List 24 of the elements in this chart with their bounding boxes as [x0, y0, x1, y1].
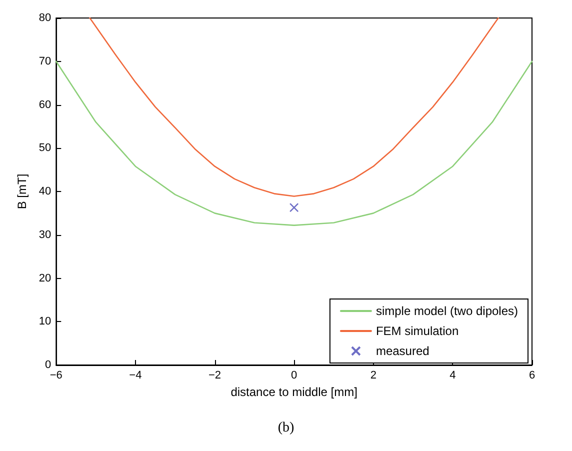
- x-tick-label: −4: [129, 370, 142, 382]
- x-tick-label: −2: [208, 370, 222, 382]
- y-axis-title: B [mT]: [15, 174, 29, 210]
- legend-label: FEM simulation: [376, 324, 459, 338]
- legend-label: simple model (two dipoles): [376, 304, 518, 318]
- line-series: [55, 60, 533, 226]
- y-tick-label: 50: [38, 142, 52, 154]
- y-tick-label: 80: [38, 12, 52, 24]
- line-series: [89, 17, 499, 197]
- x-tick-label: 6: [528, 370, 536, 382]
- x-tick-label: 4: [450, 370, 456, 382]
- y-tick-label: 40: [38, 186, 52, 198]
- y-tick-label: 30: [38, 228, 52, 241]
- text: (b): [278, 420, 294, 436]
- y-tick-label: 0: [45, 359, 52, 371]
- x-tick-label: 0: [291, 370, 298, 382]
- y-tick-label: 10: [38, 316, 52, 328]
- x-tick-label: 2: [370, 370, 376, 382]
- x-axis-title: distance to middle [mm]: [230, 384, 358, 399]
- x-tick-label: −6: [50, 370, 62, 382]
- y-tick-label: 20: [38, 272, 52, 284]
- legend-label: measured: [376, 344, 430, 358]
- y-tick-label: 70: [38, 55, 52, 68]
- y-tick-label: 60: [38, 98, 52, 111]
